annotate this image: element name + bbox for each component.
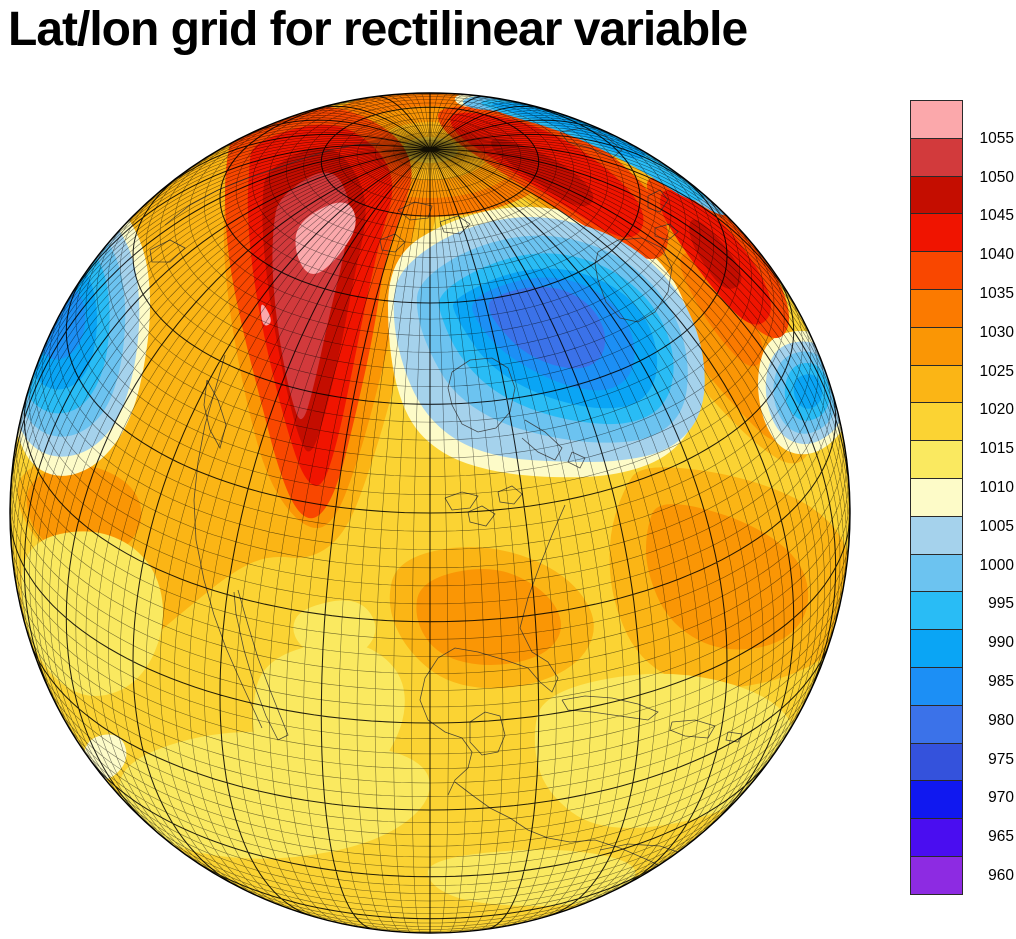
- colorbar-box-3: [910, 213, 963, 253]
- colorbar-box-7: [910, 364, 963, 404]
- colorbar-label-1000: 1000: [979, 556, 1014, 574]
- latlon-grid-layer: [10, 93, 850, 933]
- colorbar-box-5: [910, 288, 963, 328]
- coastline: [725, 731, 743, 743]
- colorbar-label-1015: 1015: [979, 440, 1014, 458]
- coastline: [469, 711, 506, 756]
- colorbar-box-20: [910, 855, 963, 895]
- colorbar-box-11: [910, 515, 963, 555]
- colorbar-label-1055: 1055: [979, 129, 1014, 147]
- colorbar-label-1045: 1045: [979, 207, 1014, 225]
- colorbar-box-19: [910, 818, 963, 857]
- coastline: [439, 215, 471, 235]
- colorbar-label-1050: 1050: [979, 168, 1014, 186]
- coastline: [561, 695, 659, 721]
- colorbar-box-18: [910, 780, 963, 820]
- colorbar-label-960: 960: [988, 867, 1014, 884]
- globe-limb: [9, 92, 851, 934]
- grid-bold-lines: [10, 93, 850, 933]
- colorbar-label-990: 990: [988, 634, 1014, 652]
- region-pale-mexico-pacific: [253, 642, 405, 805]
- colorbar-box-14: [910, 629, 963, 668]
- page-title: Lat/lon grid for rectilinear variable: [8, 3, 748, 56]
- coastline: [379, 233, 406, 253]
- region-orange-southeast: [416, 568, 561, 665]
- region-pale-mid-small: [293, 600, 376, 660]
- coastline: [193, 354, 263, 729]
- coastline: [419, 504, 566, 796]
- colorbar-label-1040: 1040: [979, 246, 1014, 264]
- colorbar-box-16: [910, 704, 963, 744]
- coastline: [444, 491, 479, 511]
- coastlines-layer: [149, 127, 743, 873]
- colorbar-label-1025: 1025: [979, 362, 1014, 380]
- colorbar-label-975: 975: [988, 750, 1014, 768]
- colorbar-box-2: [910, 175, 963, 215]
- colorbar-box-8: [910, 402, 963, 442]
- coastline: [164, 142, 381, 226]
- colorbar-box-17: [910, 742, 963, 782]
- colorbar-box-1: [910, 137, 963, 177]
- coastline: [447, 357, 516, 433]
- coastline: [654, 223, 679, 241]
- colorbar-label-1005: 1005: [979, 517, 1014, 535]
- colorbar-box-4: [910, 251, 963, 290]
- colorbar-label-1010: 1010: [979, 479, 1014, 496]
- coastline: [454, 781, 673, 873]
- colorbar-box-13: [910, 591, 963, 631]
- colorbar-label-965: 965: [988, 828, 1014, 846]
- colorbar-label-1020: 1020: [979, 401, 1014, 419]
- colorbar-label-980: 980: [988, 711, 1014, 729]
- colorbar-label-970: 970: [988, 789, 1014, 807]
- region-orange-right-mid: [646, 504, 809, 650]
- colorbar-box-10: [910, 477, 963, 517]
- coastline: [567, 451, 586, 469]
- coastline: [467, 505, 496, 527]
- colorbar-label-1030: 1030: [979, 323, 1014, 341]
- colorbar: [910, 100, 963, 895]
- colorbar-label-985: 985: [988, 673, 1014, 690]
- colorbar-label-995: 995: [988, 595, 1014, 613]
- region-pale-bottom-centerright: [534, 673, 795, 828]
- colorbar-box-9: [910, 440, 963, 479]
- region-orange-topright-band: [466, 133, 798, 443]
- region-toplow-blue2: [481, 99, 706, 201]
- coastline: [233, 589, 289, 741]
- colorbar-label-1035: 1035: [979, 285, 1014, 302]
- region-upperleft-limb-blue3: [112, 120, 198, 175]
- colorbar-box-12: [910, 553, 963, 593]
- colorbar-box-6: [910, 326, 963, 366]
- colorbar-box-15: [910, 666, 963, 706]
- colorbar-box-0: [910, 100, 963, 139]
- coastline: [497, 485, 523, 505]
